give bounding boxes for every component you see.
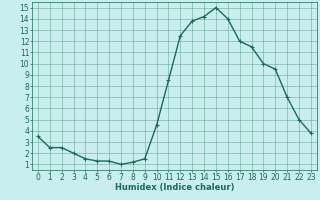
X-axis label: Humidex (Indice chaleur): Humidex (Indice chaleur): [115, 183, 234, 192]
